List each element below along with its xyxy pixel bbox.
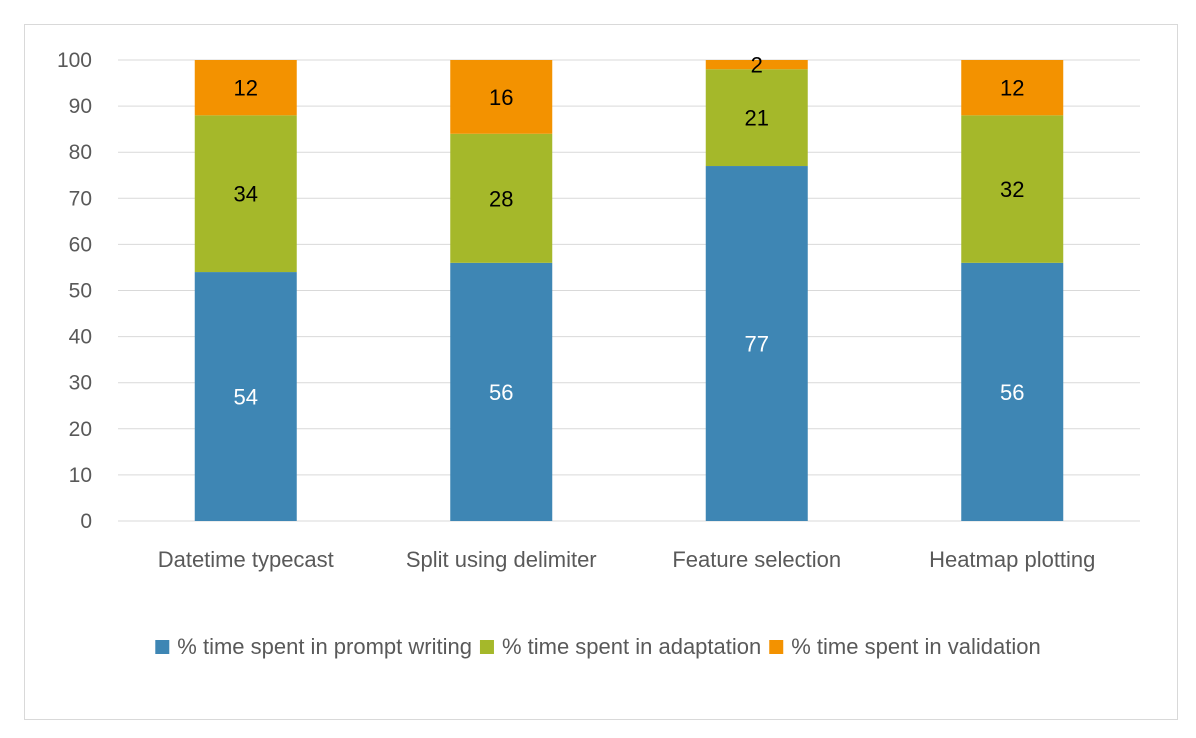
bar-segment — [961, 60, 1064, 116]
legend-swatch — [155, 640, 170, 654]
y-tick-label: 80 — [69, 141, 92, 164]
data-label: 28 — [489, 186, 513, 211]
y-tick-label: 30 — [69, 372, 92, 395]
bar-segment — [194, 272, 297, 521]
y-tick-label: 20 — [69, 418, 92, 441]
legend-label: % time spent in validation — [791, 634, 1040, 659]
data-label: 12 — [234, 76, 258, 101]
data-label: 32 — [1000, 177, 1024, 202]
y-tick-label: 0 — [80, 510, 92, 533]
y-tick-label: 60 — [69, 233, 92, 256]
bar-segment — [705, 60, 808, 70]
data-label: 16 — [489, 85, 513, 110]
x-tick-label: Heatmap plotting — [929, 547, 1095, 572]
y-tick-label: 70 — [69, 187, 92, 210]
legend-swatch — [769, 640, 784, 654]
bar-segment — [961, 115, 1064, 263]
data-label: 2 — [751, 53, 763, 78]
data-label: 34 — [234, 182, 258, 207]
y-tick-label: 50 — [69, 280, 92, 303]
legend: % time spent in prompt writing % time spe… — [155, 634, 1041, 659]
legend-swatch — [479, 640, 494, 654]
data-label: 21 — [745, 106, 769, 131]
bar-segment — [450, 133, 553, 263]
data-label: 54 — [234, 385, 258, 410]
bar-segment — [450, 262, 553, 521]
data-label: 77 — [745, 332, 769, 357]
y-tick-label: 90 — [69, 95, 92, 118]
bar-segment — [194, 60, 297, 116]
data-label: 12 — [1000, 76, 1024, 101]
y-axis-ticks: 0 10 20 30 40 50 60 70 80 90 100 — [57, 49, 92, 533]
bar-segment — [961, 262, 1064, 521]
bar-segment — [450, 60, 553, 134]
y-tick-label: 100 — [57, 49, 92, 72]
y-tick-label: 40 — [69, 326, 92, 349]
x-axis-ticks: Datetime typecast Split using delimiter Fe… — [158, 547, 1096, 572]
data-label: 56 — [489, 380, 513, 405]
x-tick-label: Datetime typecast — [158, 547, 334, 572]
bars: 54 34 12 56 28 16 77 21 2 56 32 12 — [194, 53, 1064, 521]
x-tick-label: Feature selection — [672, 547, 841, 572]
bar-segment — [705, 166, 808, 521]
legend-label: % time spent in adaptation — [502, 634, 761, 659]
legend-label: % time spent in prompt writing — [177, 634, 472, 659]
bar-segment — [705, 69, 808, 167]
x-tick-label: Split using delimiter — [406, 547, 597, 572]
data-label: 56 — [1000, 380, 1024, 405]
y-tick-label: 10 — [69, 464, 92, 487]
bar-segment — [194, 115, 297, 273]
